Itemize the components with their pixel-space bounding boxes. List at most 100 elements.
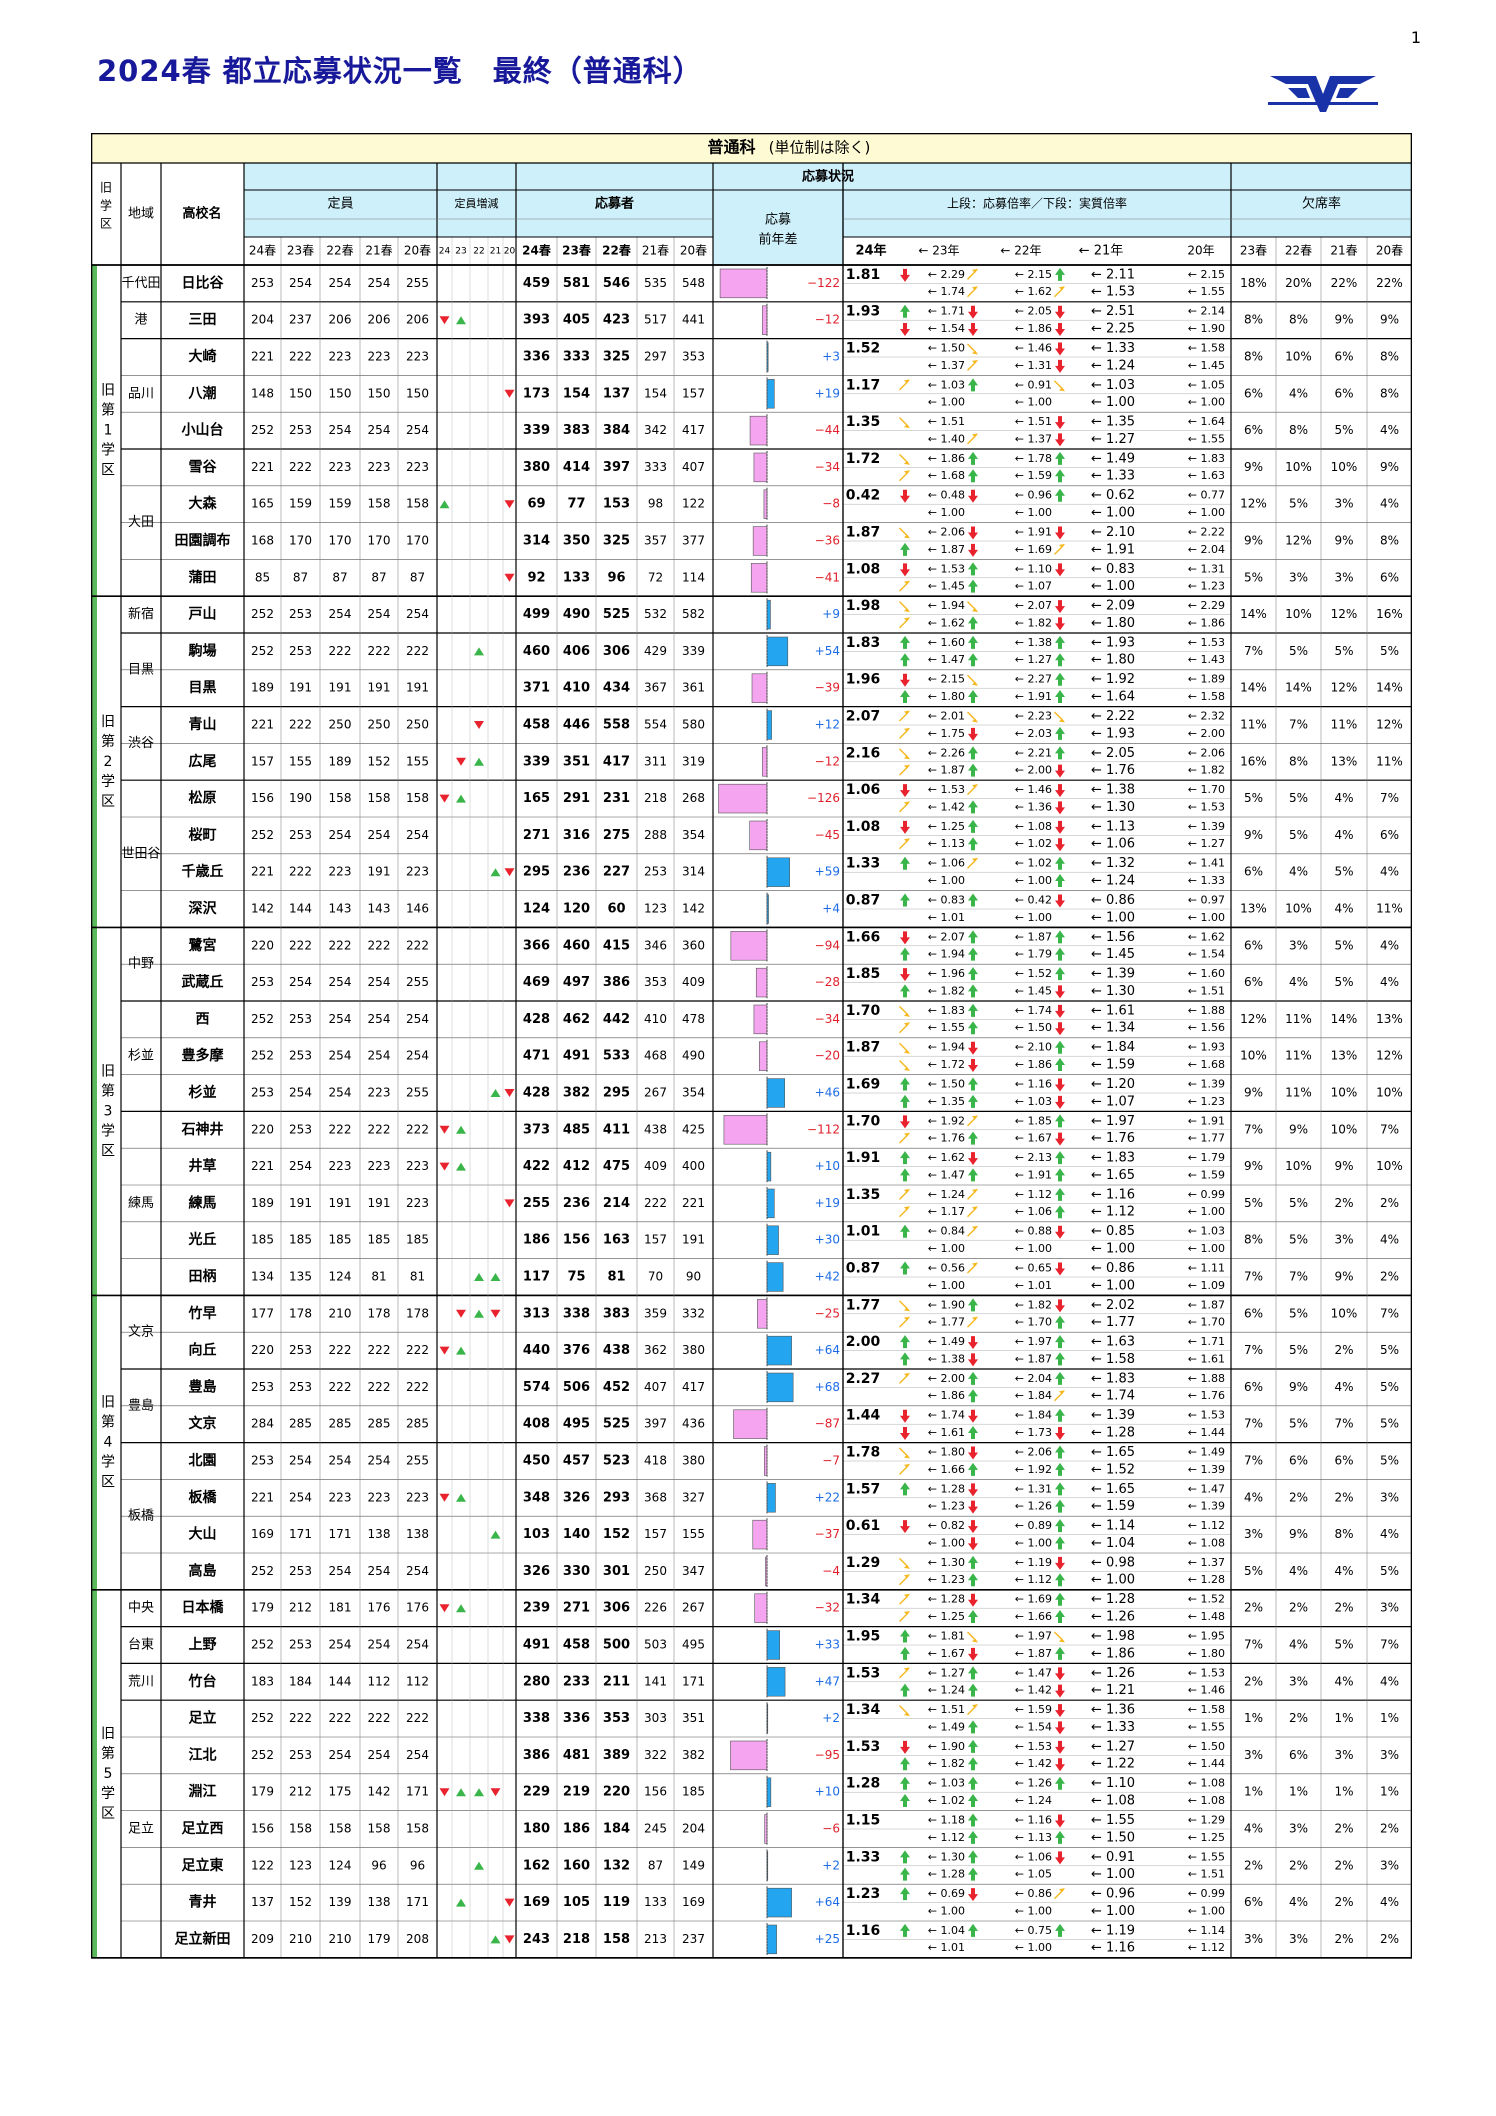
- kesseki-value: 3%: [1244, 1748, 1263, 1762]
- oubosha-value: 70: [648, 1270, 663, 1284]
- trend-arrow-icon: [1055, 672, 1065, 686]
- zen-value: +25: [815, 1932, 840, 1946]
- zen-value: −39: [815, 681, 840, 695]
- trend-arrow-icon: [1055, 1132, 1065, 1146]
- oubosha-value: 581: [563, 276, 590, 291]
- trend-arrow-icon: [900, 489, 910, 503]
- oubosha-value: 417: [682, 1380, 705, 1394]
- ratio-top: ← 1.91: [1188, 1114, 1225, 1127]
- ratio-top: ← 1.03: [1091, 378, 1135, 393]
- oubosha-value: 409: [682, 975, 705, 989]
- teiin-value: 158: [406, 1822, 429, 1836]
- ratio-top: ← 1.41: [1188, 857, 1225, 870]
- kyu-header-char: 旧: [100, 181, 112, 195]
- ratio-top: ← 2.21: [1015, 746, 1052, 759]
- oubosha-value: 154: [644, 386, 667, 400]
- trend-arrow-icon: [968, 489, 978, 503]
- zen-bar-positive: [766, 599, 771, 630]
- trend-arrow-icon: [1055, 1095, 1065, 1109]
- ratio-bottom: ← 1.12: [928, 1831, 965, 1844]
- ratio-year: 24年: [855, 243, 886, 259]
- zen-bar-negative: [719, 268, 768, 299]
- district-label: 学: [101, 774, 115, 790]
- teiin-value: 144: [289, 902, 312, 916]
- ratio-bottom: ← 1.08: [1188, 1794, 1225, 1807]
- trend-arrow-icon: [968, 616, 978, 630]
- oubosha-value: 133: [563, 570, 590, 585]
- teiin-value: 134: [251, 1270, 274, 1284]
- trend-arrow-icon: [1055, 985, 1065, 999]
- kesseki-value: 4%: [1334, 902, 1353, 916]
- ratio-top: ← 1.39: [1091, 1408, 1135, 1423]
- zen-value: +64: [815, 1895, 840, 1909]
- trend-arrow-icon: [968, 1923, 978, 1937]
- trend-arrow-icon: [1055, 267, 1065, 281]
- oubosha-value: 371: [523, 681, 550, 696]
- oubosha-value: 169: [682, 1895, 705, 1909]
- oubosha-value: 233: [563, 1674, 590, 1689]
- trend-arrow-icon: [900, 1151, 910, 1165]
- ratio-bottom: ← 1.00: [928, 1279, 965, 1292]
- zen-bar-negative: [750, 563, 768, 593]
- kesseki-value: 14%: [1240, 607, 1267, 621]
- ratio-24: 1.87: [846, 1040, 881, 1056]
- trend-arrow-icon: [968, 893, 978, 907]
- teiin-value: 253: [289, 1343, 312, 1357]
- kesseki-value: 1%: [1289, 1785, 1308, 1799]
- kesseki-value: 2%: [1289, 1601, 1308, 1615]
- zen-value: +19: [815, 386, 840, 400]
- ratio-bottom: ← 1.25: [1188, 1831, 1225, 1844]
- teiin-value: 142: [251, 902, 274, 916]
- ratio-top: ← 2.27: [1015, 673, 1052, 686]
- teiin-value: 254: [406, 607, 429, 621]
- ratio-top: ← 2.06: [1188, 746, 1225, 759]
- district-label: 旧: [101, 383, 115, 399]
- kesseki-value: 4%: [1380, 975, 1399, 989]
- trend-arrow-icon: [967, 1316, 978, 1328]
- oubosha-year: 21春: [642, 244, 669, 258]
- trend-arrow-icon: [900, 1335, 910, 1349]
- kesseki-value: 6%: [1244, 1380, 1263, 1394]
- capacity-down-icon: [490, 1309, 501, 1318]
- kesseki-value: 5%: [1334, 423, 1353, 437]
- school-name: 豊多摩: [182, 1047, 225, 1064]
- teiin-value: 178: [406, 1306, 429, 1320]
- trend-arrow-icon: [900, 931, 910, 945]
- school-name: 小山台: [182, 422, 224, 439]
- teiin-value: 150: [368, 386, 391, 400]
- zen-bar-positive: [766, 1667, 786, 1697]
- kesseki-value: 11%: [1331, 718, 1358, 732]
- ratio-bottom: ← 1.86: [1091, 1646, 1135, 1661]
- ratio-bottom: ← 1.56: [1188, 1021, 1225, 1034]
- kesseki-value: 12%: [1331, 607, 1358, 621]
- zen-value: +64: [815, 1343, 840, 1357]
- ratio-top: ← 2.06: [928, 526, 965, 539]
- oubosha-value: 333: [644, 460, 667, 474]
- oubosha-value: 75: [567, 1270, 585, 1285]
- oubosha-value: 220: [603, 1785, 630, 1800]
- ratio-top: ← 1.28: [1091, 1592, 1135, 1607]
- trend-arrow-icon: [968, 819, 978, 833]
- trend-arrow-icon: [1055, 1721, 1065, 1735]
- teiin-value: 155: [289, 754, 312, 768]
- ratio-bottom: ← 1.48: [1188, 1610, 1225, 1623]
- trend-arrow-icon: [900, 673, 910, 687]
- oubosha-value: 236: [563, 1196, 590, 1211]
- ratio-bottom: ← 1.30: [1091, 984, 1135, 999]
- kesseki-value: 5%: [1244, 570, 1263, 584]
- ratio-top: ← 1.92: [928, 1114, 965, 1127]
- capacity-up-icon: [439, 500, 450, 509]
- kesseki-value: 2%: [1380, 1932, 1399, 1946]
- ratio-top: ← 1.37: [1188, 1556, 1225, 1569]
- kesseki-value: 13%: [1376, 1012, 1403, 1026]
- school-name: 竹台: [188, 1673, 217, 1690]
- teiin-value: 254: [368, 1049, 391, 1063]
- ratio-24: 1.33: [846, 1849, 881, 1865]
- ratio-bottom: ← 1.59: [1091, 1499, 1135, 1514]
- ratio-top: ← 1.04: [928, 1924, 965, 1937]
- trend-arrow-icon: [900, 1261, 910, 1275]
- kesseki-value: 12%: [1240, 497, 1267, 511]
- kesseki-value: 2%: [1380, 1822, 1399, 1836]
- oubosha-value: 330: [563, 1564, 590, 1579]
